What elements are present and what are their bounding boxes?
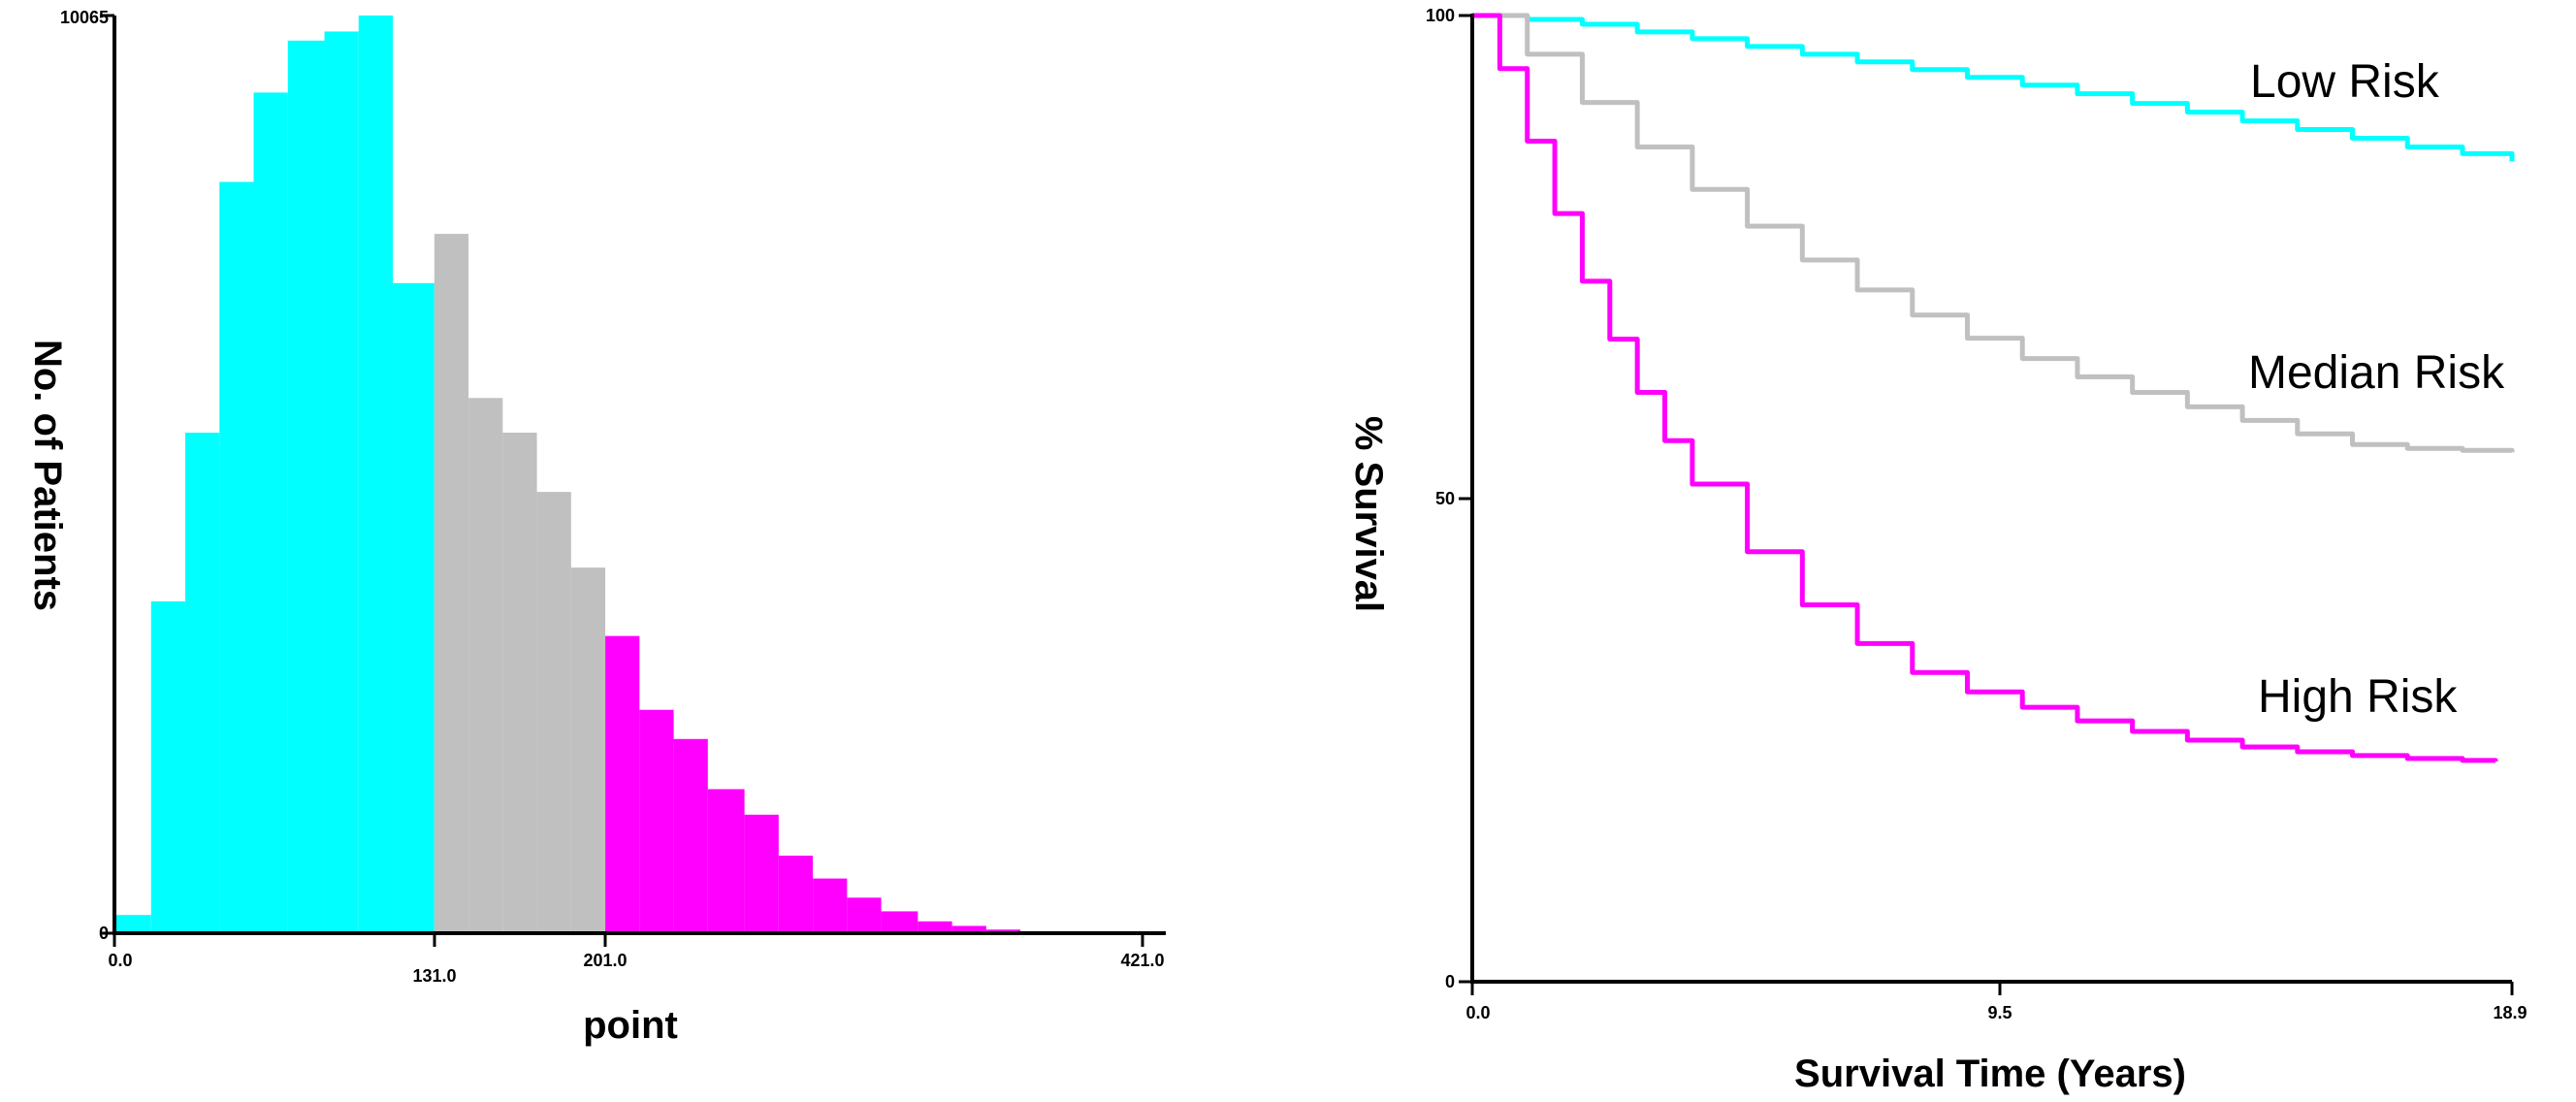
histogram-bar-high [778,856,814,933]
histogram-bar-high [918,921,952,933]
curve-label-median-risk: Median Risk [2248,347,2505,399]
histogram-bar-median [434,234,469,933]
survival-curve-high-risk [1472,13,2498,763]
survival-x-tick-label-9-5: 9.5 [1987,1003,2012,1022]
histogram-x-tick-label-0: 0.0 [108,951,132,970]
histogram-bar-median [502,433,537,933]
survival-panel: 100 50 0 0.0 9.5 18.9 Survival Time (Yea… [1347,6,2528,1095]
survival-y-tick-label-50: 50 [1435,489,1455,508]
histogram-x-axis-title: point [583,1004,678,1047]
histogram-bar-low [324,31,359,934]
survival-x-tick-label-0: 0.0 [1465,1003,1490,1022]
histogram-bar-high [847,897,882,933]
histogram-bar-low [393,282,435,933]
histogram-bar-low [114,915,151,933]
histogram-bars [114,16,1092,934]
histogram-bar-high [813,878,848,933]
histogram-bar-low [287,40,325,934]
histogram-y-axis-title: No. of Patients [26,340,69,611]
curve-label-low-risk: Low Risk [2250,56,2440,108]
histogram-bar-high [673,738,708,933]
histogram-bar-low [253,92,288,933]
histogram-bar-low [150,600,186,933]
survival-x-axis-title: Survival Time (Years) [1794,1053,2186,1095]
histogram-y-tick-label-max: 10065 [60,8,109,27]
histogram-bar-median [536,492,571,933]
histogram-bar-high [951,925,986,933]
histogram-bar-low [185,433,220,933]
survival-curve-low-risk [1472,13,2515,162]
survival-curves [1472,13,2515,763]
survival-x-tick-label-18-9: 18.9 [2493,1003,2527,1022]
curve-label-high-risk: High Risk [2258,671,2458,723]
survival-y-tick-label-100: 100 [1426,6,1455,25]
histogram-bar-high [744,814,779,933]
histogram-bar-high [639,709,674,933]
histogram-bar-median [570,567,606,933]
histogram-bar-high [605,635,640,933]
histogram-x-tick-label-201: 201.0 [583,951,627,970]
histogram-bar-high [707,789,745,933]
histogram-bar-high [881,911,918,933]
histogram-bar-low [358,16,394,933]
histogram-x-tick-label-421: 421.0 [1120,951,1164,970]
survival-curve-median-risk [1472,13,2515,453]
histogram-x-tick-label-131: 131.0 [412,966,456,986]
histogram-bar-low [219,181,254,934]
histogram-y-tick-label-zero: 0 [99,924,109,943]
survival-y-tick-label-0: 0 [1445,972,1455,991]
histogram-bar-median [468,398,503,933]
survival-y-axis-title: % Survival [1347,416,1390,612]
histogram-panel: 10065 0 0.0 131.0 201.0 421.0 point No. … [26,8,1166,1047]
